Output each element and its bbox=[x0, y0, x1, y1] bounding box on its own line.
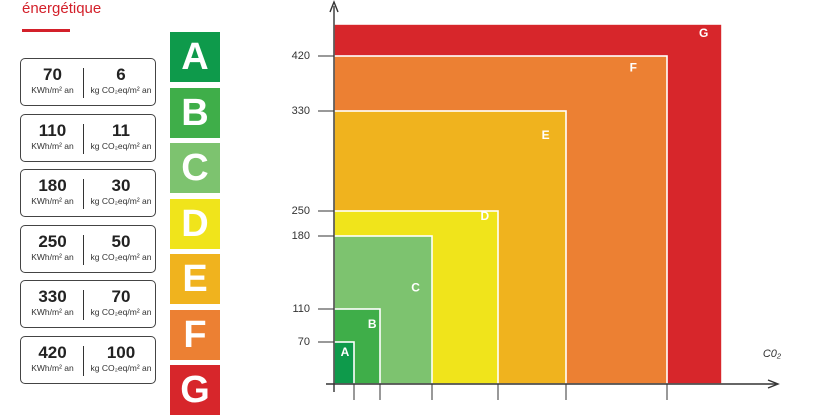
region-label-e: E bbox=[542, 128, 550, 142]
y-tick-label: 250 bbox=[292, 205, 310, 217]
co2-number: 6 bbox=[116, 65, 126, 84]
energy-unit: KWh/m² an bbox=[31, 85, 74, 95]
co2-number: 30 bbox=[111, 176, 131, 195]
title-underline bbox=[22, 29, 70, 32]
energy-number: 110 bbox=[38, 120, 67, 140]
co2-unit: kg CO₂eq/m² an bbox=[90, 140, 152, 151]
energy-value: 250 KWh/m² an bbox=[21, 226, 84, 272]
co2-unit: kg CO₂eq/m² an bbox=[90, 362, 152, 373]
energy-value: 70 KWh/m² an bbox=[21, 59, 84, 105]
region-label-g: G bbox=[699, 26, 708, 40]
y-axis-arrow bbox=[329, 0, 339, 13]
value-box: 420 KWh/m² an 100 kg CO₂eq/m² an bbox=[20, 335, 157, 384]
class-tile-a: A bbox=[170, 32, 220, 82]
class-tile-c: C bbox=[170, 143, 220, 193]
energy-number: 420 bbox=[38, 342, 67, 362]
region-label-d: D bbox=[480, 209, 489, 223]
value-separator bbox=[83, 179, 85, 209]
co2-energy-chart: G F E D C B A 70 110 180 250 330 420 C0₂ bbox=[292, 0, 782, 400]
energy-value: 110 KWh/m² an bbox=[21, 115, 84, 161]
value-box: 110 KWh/m² an 11 kg CO₂eq/m² an bbox=[20, 113, 157, 162]
x-axis-label: C0₂ bbox=[763, 348, 782, 360]
x-axis-arrow bbox=[767, 379, 780, 389]
energy-value: 330 KWh/m² an bbox=[21, 281, 84, 327]
co2-number: 11 bbox=[112, 120, 130, 140]
energy-unit: KWh/m² an bbox=[31, 307, 74, 317]
class-tile-e: E bbox=[170, 254, 220, 304]
value-separator bbox=[83, 345, 85, 376]
energy-number: 330 bbox=[38, 287, 67, 306]
value-box: 180 KWh/m² an 30 kg CO₂eq/m² an bbox=[20, 169, 156, 217]
energy-unit: KWh/m² an bbox=[31, 196, 74, 206]
value-separator bbox=[83, 123, 85, 154]
value-box: 70 KWh/m² an 6 kg CO₂eq/m² an bbox=[20, 58, 156, 106]
energy-unit: KWh/m² an bbox=[31, 362, 74, 373]
co2-value: 100 kg CO₂eq/m² an bbox=[85, 337, 157, 383]
co2-unit: kg CO₂eq/m² an bbox=[90, 85, 152, 95]
value-box: 250 KWh/m² an 50 kg CO₂eq/m² an bbox=[20, 224, 157, 273]
y-tick-label: 110 bbox=[292, 303, 310, 315]
y-tick-label: 70 bbox=[298, 336, 310, 348]
value-box: 330 KWh/m² an 70 kg CO₂eq/m² an bbox=[20, 280, 156, 328]
y-tick-label: 180 bbox=[292, 230, 310, 242]
energy-number: 250 bbox=[38, 231, 67, 251]
energy-unit: KWh/m² an bbox=[31, 140, 74, 151]
energy-value: 420 KWh/m² an bbox=[21, 337, 84, 383]
region-label-c: C bbox=[411, 280, 420, 294]
co2-value: 30 kg CO₂eq/m² an bbox=[85, 170, 157, 216]
class-tile-d: D bbox=[170, 198, 220, 249]
co2-value: 70 kg CO₂eq/m² an bbox=[85, 281, 157, 327]
class-tile-b: B bbox=[170, 87, 220, 138]
y-tick-label: 420 bbox=[292, 50, 310, 62]
energy-number: 180 bbox=[38, 176, 67, 195]
value-separator bbox=[83, 234, 85, 265]
value-separator bbox=[83, 68, 85, 98]
y-tick-label: 330 bbox=[292, 105, 310, 117]
co2-unit: kg CO₂eq/m² an bbox=[90, 251, 152, 262]
class-tile-f: F bbox=[170, 309, 220, 360]
co2-unit: kg CO₂eq/m² an bbox=[90, 196, 152, 206]
co2-number: 70 bbox=[111, 287, 131, 306]
co2-unit: kg CO₂eq/m² an bbox=[90, 307, 152, 317]
energy-unit: KWh/m² an bbox=[31, 251, 74, 262]
region-label-a: A bbox=[341, 345, 350, 359]
region-label-f: F bbox=[630, 60, 637, 74]
energy-value: 180 KWh/m² an bbox=[21, 170, 84, 216]
co2-value: 50 kg CO₂eq/m² an bbox=[85, 226, 157, 272]
region-label-b: B bbox=[368, 317, 377, 331]
energy-number: 70 bbox=[43, 65, 62, 84]
co2-number: 50 bbox=[111, 231, 131, 251]
value-separator bbox=[83, 290, 85, 320]
co2-value: 11 kg CO₂eq/m² an bbox=[85, 115, 157, 161]
co2-number: 100 bbox=[106, 342, 136, 362]
page-title-fragment: énergétique bbox=[22, 0, 102, 17]
co2-value: 6 kg CO₂eq/m² an bbox=[85, 59, 157, 105]
